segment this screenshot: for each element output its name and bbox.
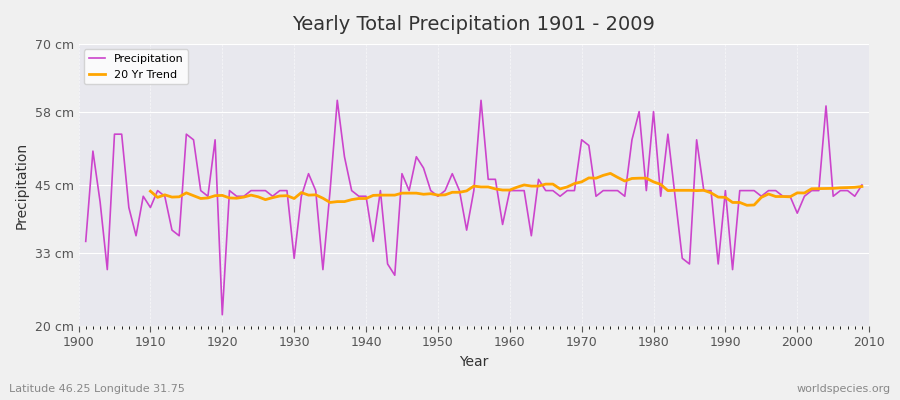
Precipitation	[80, 239, 91, 244]
X-axis label: Year: Year	[459, 355, 489, 369]
Legend: Precipitation, 20 Yr Trend: Precipitation, 20 Yr Trend	[84, 50, 188, 84]
Title: Yearly Total Precipitation 1901 - 2009: Yearly Total Precipitation 1901 - 2009	[292, 15, 655, 34]
Precipitation	[605, 188, 616, 193]
20 Yr Trend	[857, 184, 868, 189]
Text: worldspecies.org: worldspecies.org	[796, 384, 891, 394]
20 Yr Trend	[814, 186, 824, 191]
Precipitation	[138, 194, 148, 199]
20 Yr Trend	[145, 189, 156, 194]
Precipitation	[354, 194, 364, 199]
Precipitation	[332, 98, 343, 103]
20 Yr Trend	[742, 203, 752, 208]
20 Yr Trend	[605, 171, 616, 176]
Precipitation	[518, 188, 529, 193]
Line: Precipitation: Precipitation	[86, 100, 862, 315]
Precipitation	[303, 171, 314, 176]
Precipitation	[511, 188, 522, 193]
Line: 20 Yr Trend: 20 Yr Trend	[150, 173, 862, 205]
20 Yr Trend	[569, 181, 580, 186]
20 Yr Trend	[282, 193, 292, 198]
Y-axis label: Precipitation: Precipitation	[15, 141, 29, 228]
Precipitation	[217, 312, 228, 317]
Precipitation	[857, 182, 868, 187]
Text: Latitude 46.25 Longitude 31.75: Latitude 46.25 Longitude 31.75	[9, 384, 184, 394]
20 Yr Trend	[310, 192, 321, 197]
20 Yr Trend	[835, 185, 846, 190]
20 Yr Trend	[511, 185, 522, 190]
